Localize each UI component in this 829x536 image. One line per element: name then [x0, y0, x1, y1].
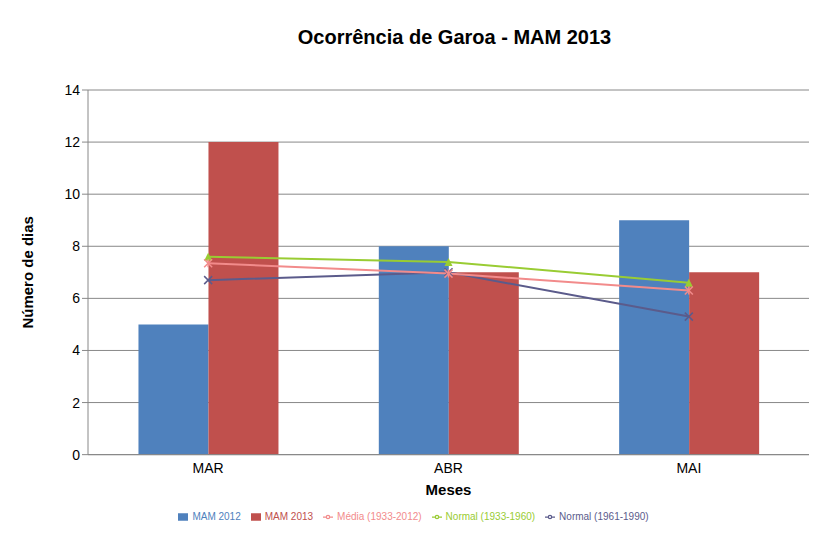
html-text:MAM 2012: MAM 2012: [192, 510, 241, 522]
html-text:MAM 2013: MAM 2013: [264, 510, 314, 522]
svg-text:0: 0: [72, 447, 80, 463]
html-text:Normal (1933-1960): Normal (1933-1960): [445, 510, 536, 522]
html-text:Média (1933-2012): Média (1933-2012): [337, 510, 422, 522]
svg-text:Número de dias: Número de dias: [19, 216, 36, 329]
svg-text:Meses: Meses: [426, 481, 472, 498]
svg-text:ABR: ABR: [434, 460, 463, 476]
svg-text:10: 10: [64, 186, 80, 202]
svg-text:12: 12: [64, 134, 80, 150]
svg-text:MAI: MAI: [676, 460, 701, 476]
svg-text:6: 6: [72, 290, 80, 306]
svg-text:8: 8: [72, 238, 80, 254]
html-text:Ocorrência de Garoa - MAM 2013: Ocorrência de Garoa - MAM 2013: [297, 26, 612, 48]
html-text:Normal (1961-1990): Normal (1961-1990): [559, 510, 649, 522]
svg-text:14: 14: [64, 82, 80, 98]
svg-text:4: 4: [72, 342, 80, 358]
svg-text:MAR: MAR: [193, 460, 224, 476]
svg-text:2: 2: [72, 395, 80, 411]
